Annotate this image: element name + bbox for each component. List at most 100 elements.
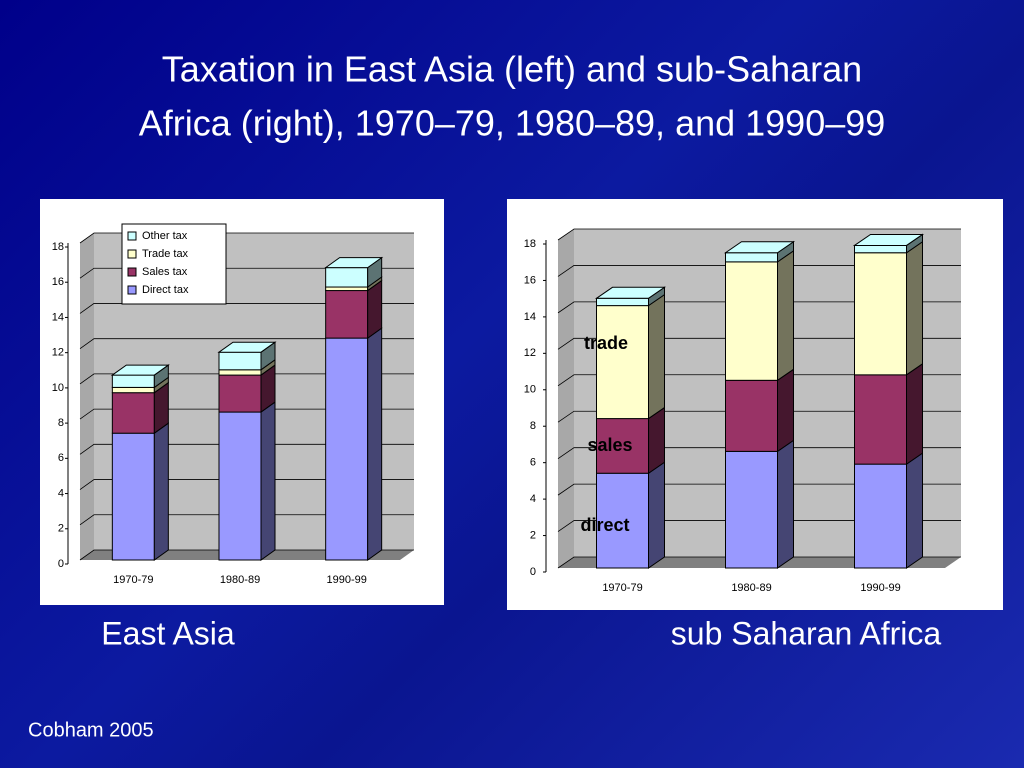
x-tick-label: 1970-79 [602,582,642,594]
x-tick-label: 1970-79 [113,574,153,586]
grid-line [557,483,961,496]
bar-top [723,241,796,254]
legend-label: Other tax [142,230,188,242]
annotation: direct [580,515,629,535]
x-tick-label: 1990-99 [860,582,900,594]
bar-side-shade [648,407,665,474]
bar-top [217,341,277,353]
bar-segment [218,351,262,371]
grid-line [557,374,961,387]
bar-side-shade [777,440,794,568]
y-tick-label: 8 [58,417,64,429]
grid-line [557,337,961,350]
y-tick-label: 6 [58,452,64,464]
x-tick-label: 1980-89 [731,582,771,594]
y-tick-label: 16 [52,276,64,288]
grid-line [557,520,961,532]
chart-title: East Asia [101,615,235,651]
grid-line [557,556,961,569]
bar-segment [725,261,778,381]
y-tick-label: 14 [52,311,64,323]
y-tick-label: 16 [524,274,536,286]
grid-line [557,447,961,459]
legend-box [121,223,227,305]
y-tick-label: 6 [530,457,536,469]
bar-side-shade [777,241,794,262]
source: Cobham 2005 [28,719,154,741]
y-tick-label: 12 [524,347,536,359]
bar-side-shade [906,234,923,253]
legend-swatch [127,231,137,241]
bar-segment [325,286,369,292]
y-tick-label: 14 [524,311,536,323]
bar-side-shade [154,377,169,393]
bar-segment [111,386,155,394]
x-tick-label: 1980-89 [220,574,260,586]
bar-segment [325,337,369,561]
bar-side-shade [154,382,169,434]
bar-segment [218,374,262,413]
x-tick-label: 1990-99 [326,574,366,586]
bar-side-shade [906,241,923,375]
bar-side-shade [777,250,794,381]
legend-label: Sales tax [142,266,188,278]
y-tick-label: 8 [530,420,536,432]
bar-side-shade [906,363,923,465]
annotation: sales [587,435,632,455]
grid-line [79,303,414,314]
grid-line [79,549,414,561]
bar-side-shade [648,462,665,568]
y-tick-label: 2 [58,523,64,535]
bar-segment [325,267,369,288]
bar-side-shade [154,365,169,388]
grid-line [79,443,414,455]
bar-segment [854,252,907,376]
bar-top [110,364,170,376]
bar-segment [111,432,155,561]
bar-side-shade [367,280,382,339]
legend-swatch [127,249,137,259]
bar-segment [596,297,649,307]
grid-line [79,338,414,349]
grid-line [79,373,414,385]
y-tick-label: 2 [530,529,536,541]
bar-segment [725,252,778,263]
slide-title: Africa (right), 1970–79, 1980–89, and 19… [139,103,886,144]
chart-title: sub Saharan Africa [671,615,942,651]
grid-line [79,232,414,244]
bar-top [324,257,384,269]
grid-line [79,479,414,490]
bar-segment [111,392,155,434]
bar-segment [596,305,649,420]
annotation: trade [584,333,628,353]
bar-segment [325,290,369,339]
legend-label: Direct tax [142,284,189,296]
y-tick-label: 0 [530,566,536,578]
bar-segment [854,374,907,465]
bar-segment [854,463,907,569]
bar-segment [218,411,262,561]
bar-side-shade [777,369,794,452]
bar-top [852,233,925,246]
bar-side-shade [367,277,382,291]
legend-swatch [127,267,137,277]
bar-segment [725,450,778,569]
bar-segment [725,379,778,452]
side-wall [80,233,94,560]
legend-label: Trade tax [142,248,189,260]
bar-side-shade [261,342,275,370]
grid-line [557,265,961,277]
bar-side-shade [367,328,382,560]
grid-line [557,410,961,423]
bar-segment [111,374,155,388]
bar-side-shade [367,257,382,288]
y-tick-label: 10 [524,384,536,396]
y-tick-label: 18 [524,238,536,250]
bar-segment [854,244,907,254]
y-tick-label: 18 [52,241,64,253]
bar-side-shade [261,402,275,560]
y-tick-label: 4 [58,487,64,499]
bar-side-shade [648,287,665,306]
slide-title: Taxation in East Asia (left) and sub-Sah… [162,49,862,90]
